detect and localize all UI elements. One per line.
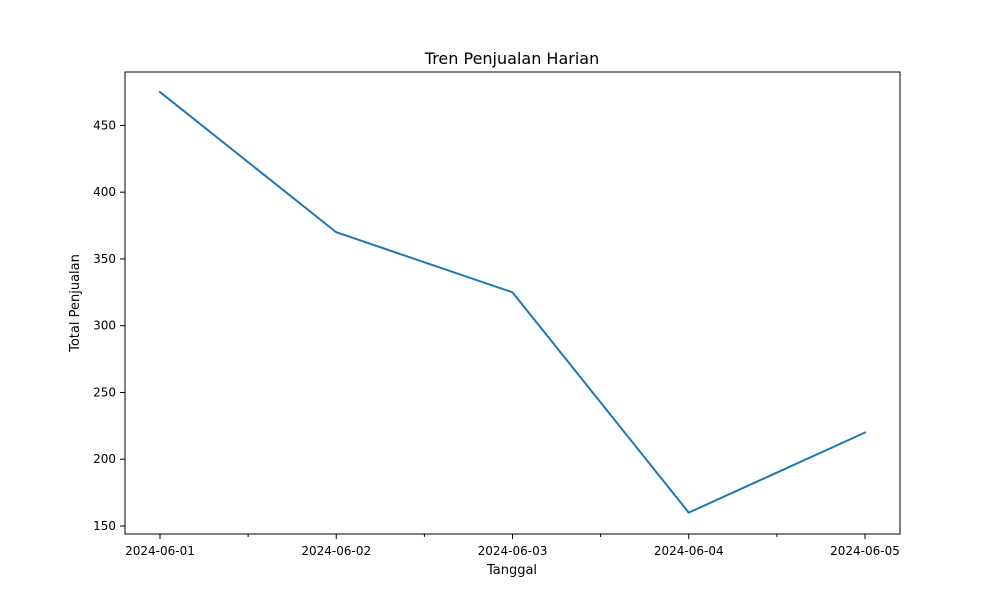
x-tick-label: 2024-06-02 — [301, 544, 371, 558]
x-tick-label: 2024-06-03 — [478, 544, 548, 558]
y-tick-label: 300 — [93, 319, 116, 333]
x-tick-label: 2024-06-01 — [125, 544, 195, 558]
plot-area: 150 200 250 300 350 400 450 2024-06-01 2024-06-0… — [93, 71, 901, 558]
chart-title: Tren Penjualan Harian — [424, 49, 599, 68]
y-tick-label: 400 — [93, 185, 116, 199]
y-tick-label: 250 — [93, 385, 116, 399]
x-axis-label: Tanggal — [486, 563, 537, 578]
y-tick-label: 350 — [93, 252, 116, 266]
y-axis-label: Total Penjualan — [68, 254, 83, 353]
series-line — [158, 90, 867, 514]
y-tick-label: 450 — [93, 118, 116, 132]
x-tick-label: 2024-06-04 — [654, 544, 724, 558]
y-tick-label: 150 — [93, 519, 116, 533]
y-tick-label: 200 — [93, 452, 116, 466]
x-tick-label: 2024-06-05 — [830, 544, 900, 558]
